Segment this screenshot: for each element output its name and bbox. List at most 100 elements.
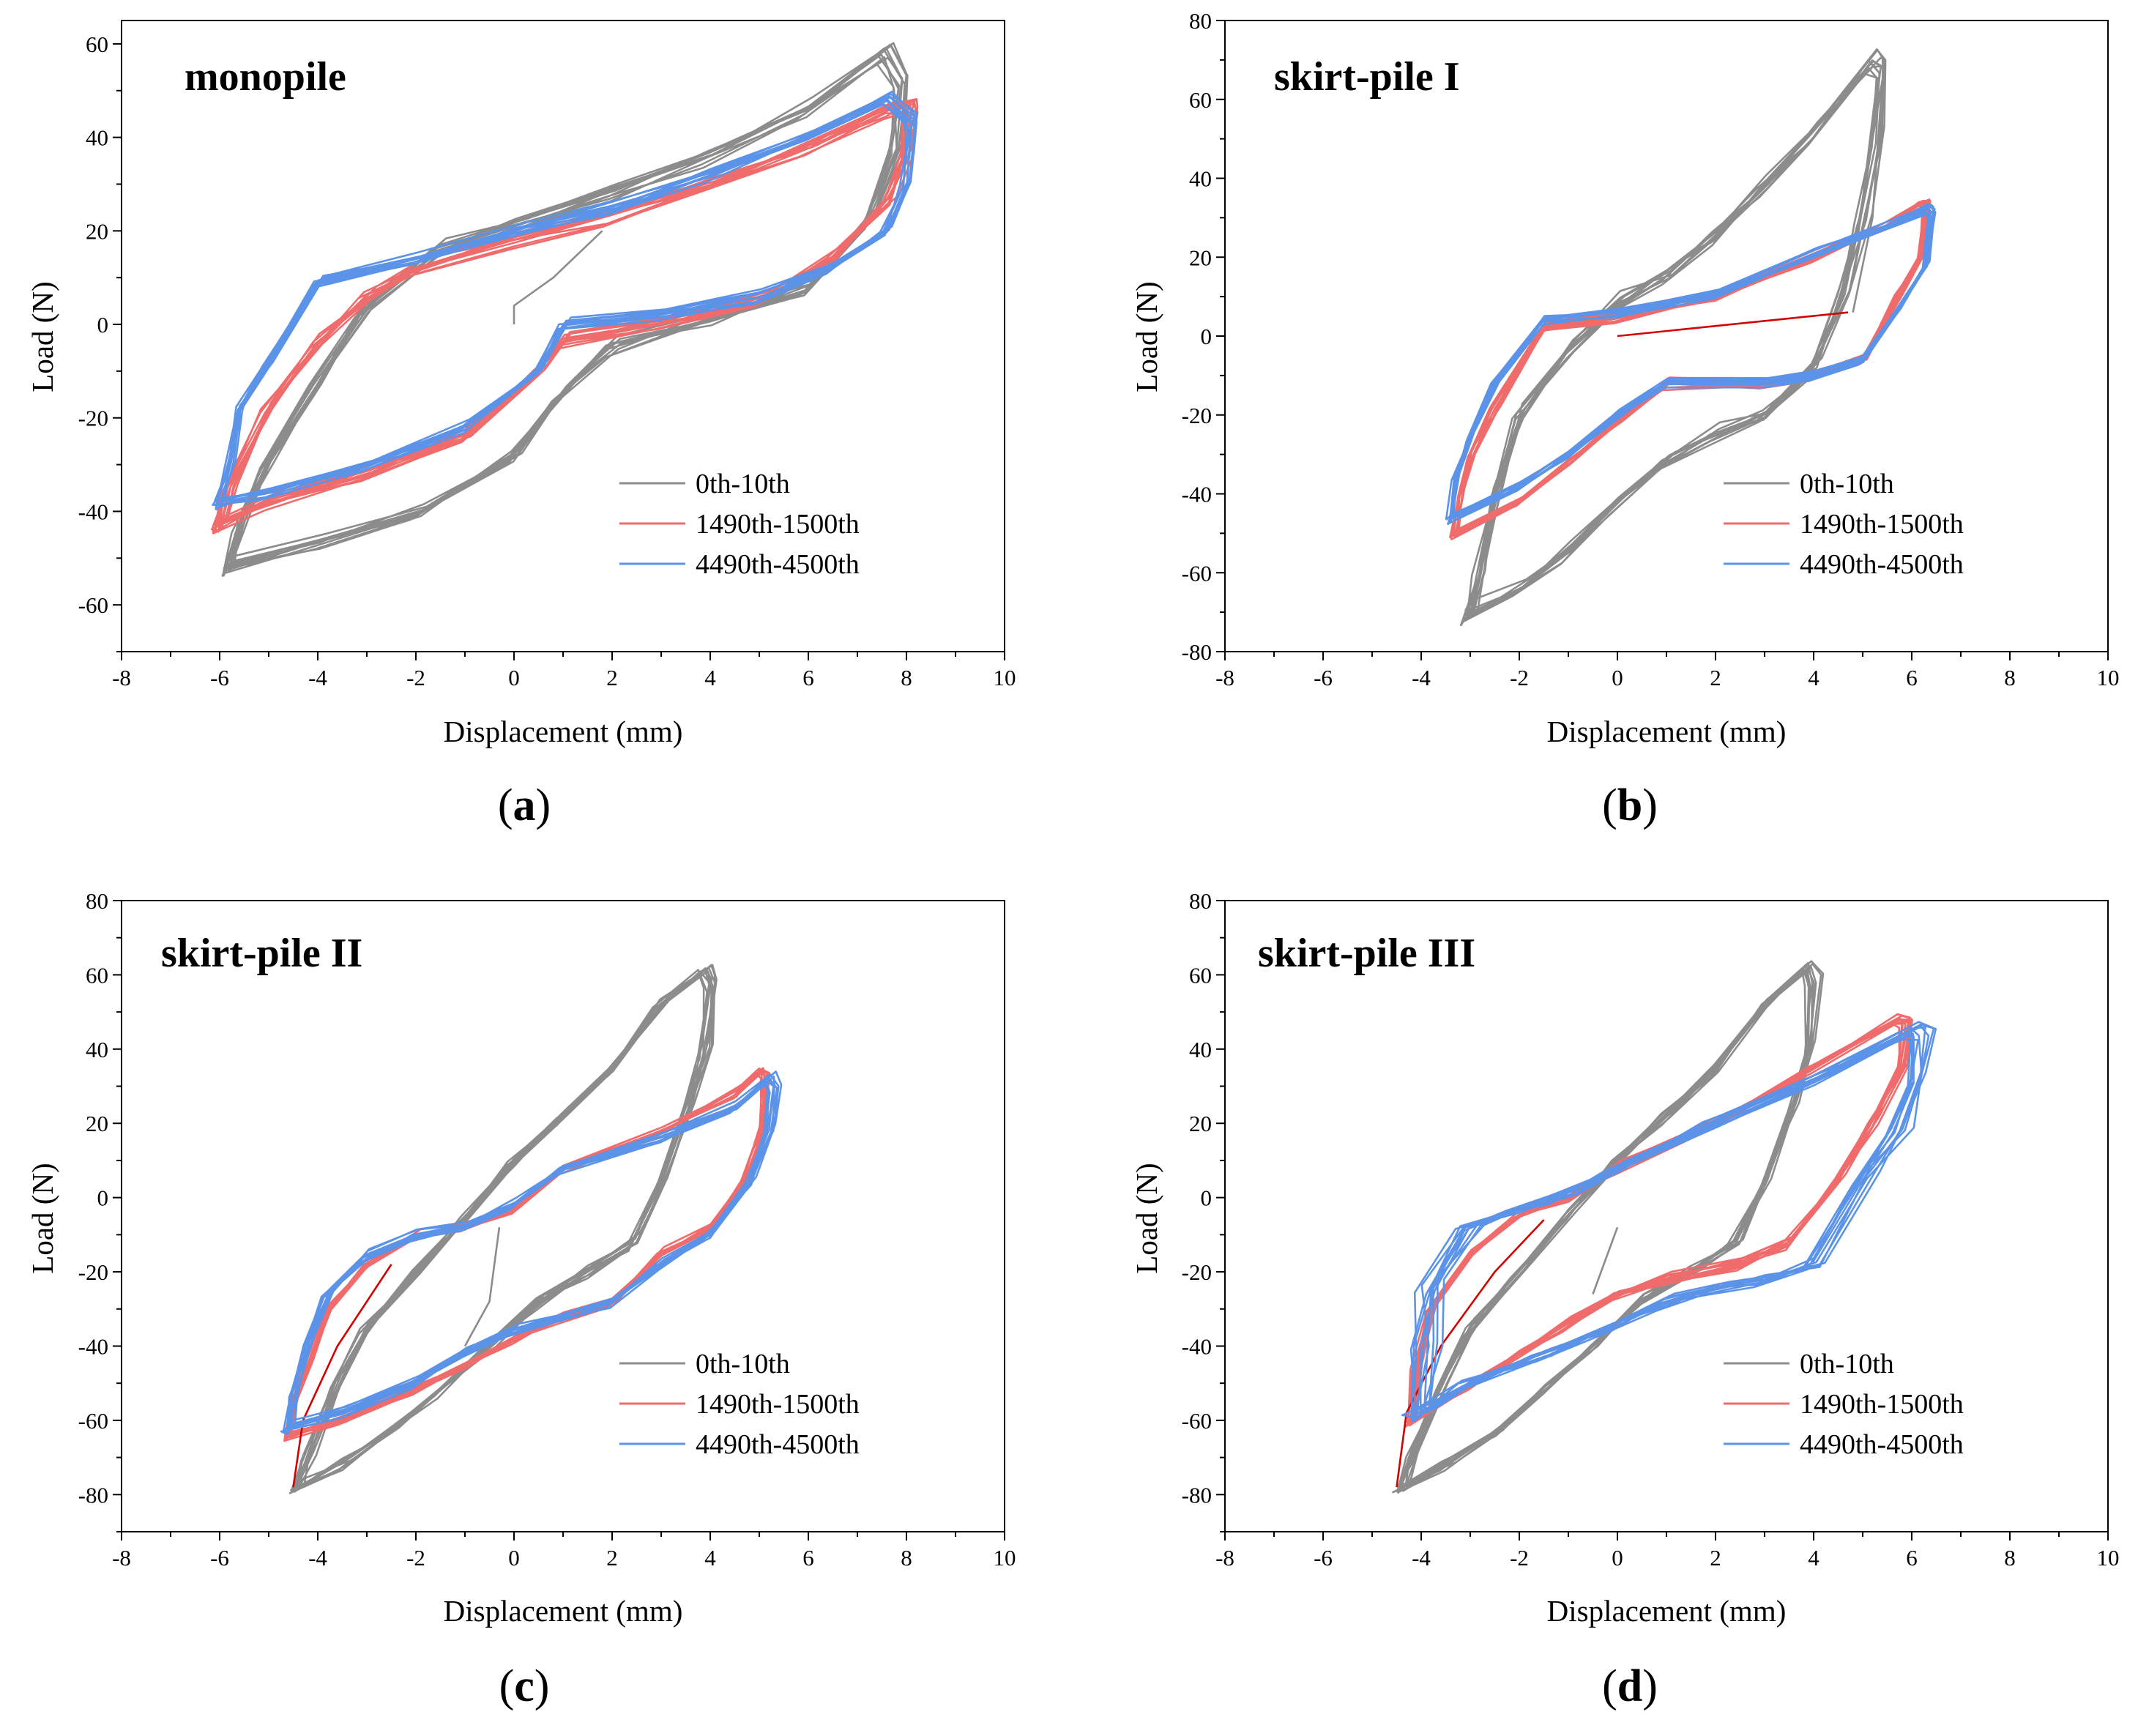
- x-tick-label: 2: [606, 1545, 618, 1571]
- initial-loading-path: [1592, 1226, 1619, 1294]
- x-tick-label: -6: [210, 665, 229, 690]
- y-tick-label: -40: [78, 499, 108, 524]
- legend-label: 4490th-4500th: [696, 1429, 860, 1460]
- x-tick-label: -2: [1510, 665, 1529, 690]
- x-tick-label: 0: [1612, 1545, 1623, 1571]
- y-tick-label: 0: [1201, 324, 1213, 349]
- legend: 0th-10th 1490th-1500th 4490th-4500th: [1724, 1349, 1964, 1460]
- y-tick-label: 0: [97, 1185, 109, 1211]
- series-line-blue: [212, 90, 918, 511]
- series-line-gray: [221, 42, 909, 577]
- y-tick-label: 0: [1201, 1185, 1213, 1211]
- y-tick-label: 40: [86, 125, 108, 151]
- y-tick-label: -40: [78, 1333, 108, 1359]
- panel-letter: b: [1617, 781, 1642, 830]
- y-axis-title: Load (N): [26, 1163, 59, 1273]
- x-tick-label: -8: [1215, 1545, 1234, 1571]
- x-tick-label: 2: [606, 665, 618, 690]
- y-tick-label: 80: [1189, 888, 1212, 914]
- x-tick-label: -8: [1215, 665, 1234, 690]
- series-line-gray: [288, 964, 718, 1494]
- panel-label: (a): [498, 781, 551, 830]
- panel-letter: a: [513, 781, 536, 830]
- series-line-gray: [1459, 48, 1887, 627]
- panel-letter: c: [514, 1661, 534, 1711]
- x-tick-label: 10: [2097, 1545, 2120, 1571]
- panel-letter: d: [1617, 1661, 1642, 1711]
- legend-label: 0th-10th: [1800, 1349, 1894, 1379]
- legend-label: 1490th-1500th: [696, 1389, 860, 1420]
- y-tick-label: -20: [1182, 403, 1212, 428]
- x-tick-label: -2: [1510, 1545, 1529, 1571]
- y-axis-title: Load (N): [1130, 1163, 1163, 1273]
- initial-loading-path: [1617, 311, 1849, 338]
- y-tick-label: 40: [86, 1037, 108, 1062]
- legend: 0th-10th 1490th-1500th 4490th-4500th: [1724, 469, 1964, 580]
- y-tick-label: 80: [86, 888, 108, 914]
- y-tick-label: -60: [1182, 560, 1212, 586]
- x-tick-label: 8: [2004, 665, 2016, 690]
- x-tick-label: -6: [1314, 1545, 1333, 1571]
- x-tick-label: 4: [704, 1545, 716, 1571]
- chart-panel-b: -8 -6 -4 -2 0 2 4 6 8 10-80-60-40-20020406080skir…: [1130, 8, 2120, 830]
- x-tick-label: 10: [994, 665, 1016, 690]
- x-tick-label: 6: [1906, 665, 1918, 690]
- series-line-blue: [1445, 203, 1937, 525]
- y-tick-label: 80: [1189, 8, 1212, 34]
- initial-loading-path: [463, 1227, 501, 1347]
- series-layer: [1392, 960, 1937, 1494]
- y-tick-label: 60: [86, 31, 108, 57]
- y-tick-label: 40: [1189, 166, 1212, 192]
- x-tick-label: -8: [112, 665, 131, 690]
- series-line-blue: [1401, 1021, 1937, 1423]
- x-tick-label: 6: [802, 665, 814, 690]
- chart-title: monopile: [185, 54, 346, 100]
- x-axis-title: Displacement (mm): [1547, 715, 1787, 748]
- y-axis-title: Load (N): [26, 281, 59, 392]
- y-tick-label: -40: [1182, 482, 1212, 507]
- x-tick-label: -4: [308, 1545, 327, 1571]
- y-tick-label: 20: [86, 218, 108, 244]
- legend-label: 0th-10th: [1800, 469, 1894, 499]
- x-tick-label: 0: [508, 1545, 520, 1571]
- panel-label: (c): [499, 1661, 550, 1711]
- x-tick-label: 8: [901, 665, 912, 690]
- initial-loading-path: [513, 230, 603, 324]
- panel-label: (d): [1602, 1661, 1658, 1711]
- legend-label: 4490th-4500th: [1800, 1429, 1964, 1460]
- x-tick-label: 6: [1906, 1545, 1918, 1571]
- x-tick-label: -8: [112, 1545, 131, 1571]
- x-tick-label: 0: [508, 665, 520, 690]
- series-layer: [280, 964, 783, 1494]
- y-tick-label: 20: [1189, 245, 1212, 270]
- legend: 0th-10th 1490th-1500th 4490th-4500th: [619, 1349, 860, 1460]
- series-layer: [1445, 48, 1937, 627]
- x-axis-title: Displacement (mm): [444, 1594, 683, 1628]
- x-axis-title: Displacement (mm): [444, 715, 683, 748]
- series-line-red: [210, 98, 919, 534]
- chart-title: skirt-pile I: [1274, 54, 1460, 100]
- chart-panel-d: -8 -6 -4 -2 0 2 4 6 8 10-80-60-40-20020406080skir…: [1130, 888, 2120, 1711]
- y-tick-label: 60: [1189, 962, 1212, 988]
- legend-label: 4490th-4500th: [696, 549, 860, 580]
- series-line-gray: [1392, 960, 1825, 1494]
- y-tick-label: -60: [78, 592, 108, 618]
- x-tick-label: -4: [1412, 1545, 1431, 1571]
- initial-loading-path: [1852, 79, 1884, 313]
- initial-loading-path: [1396, 1219, 1545, 1488]
- x-tick-label: 4: [1808, 665, 1819, 690]
- x-tick-label: 8: [901, 1545, 912, 1571]
- chart-panel-c: -8 -6 -4 -2 0 2 4 6 8 10-80-60-40-20020406080skir…: [26, 888, 1016, 1711]
- x-tick-label: -6: [1314, 665, 1333, 690]
- y-tick-label: -60: [1182, 1408, 1212, 1434]
- x-tick-label: 2: [1710, 665, 1721, 690]
- x-tick-label: 6: [802, 1545, 814, 1571]
- y-tick-label: -80: [1182, 1482, 1212, 1508]
- legend-label: 1490th-1500th: [1800, 1389, 1964, 1420]
- series-layer: [210, 42, 919, 577]
- legend: 0th-10th 1490th-1500th 4490th-4500th: [619, 469, 860, 580]
- y-tick-label: 20: [1189, 1111, 1212, 1136]
- x-tick-label: -2: [406, 1545, 425, 1571]
